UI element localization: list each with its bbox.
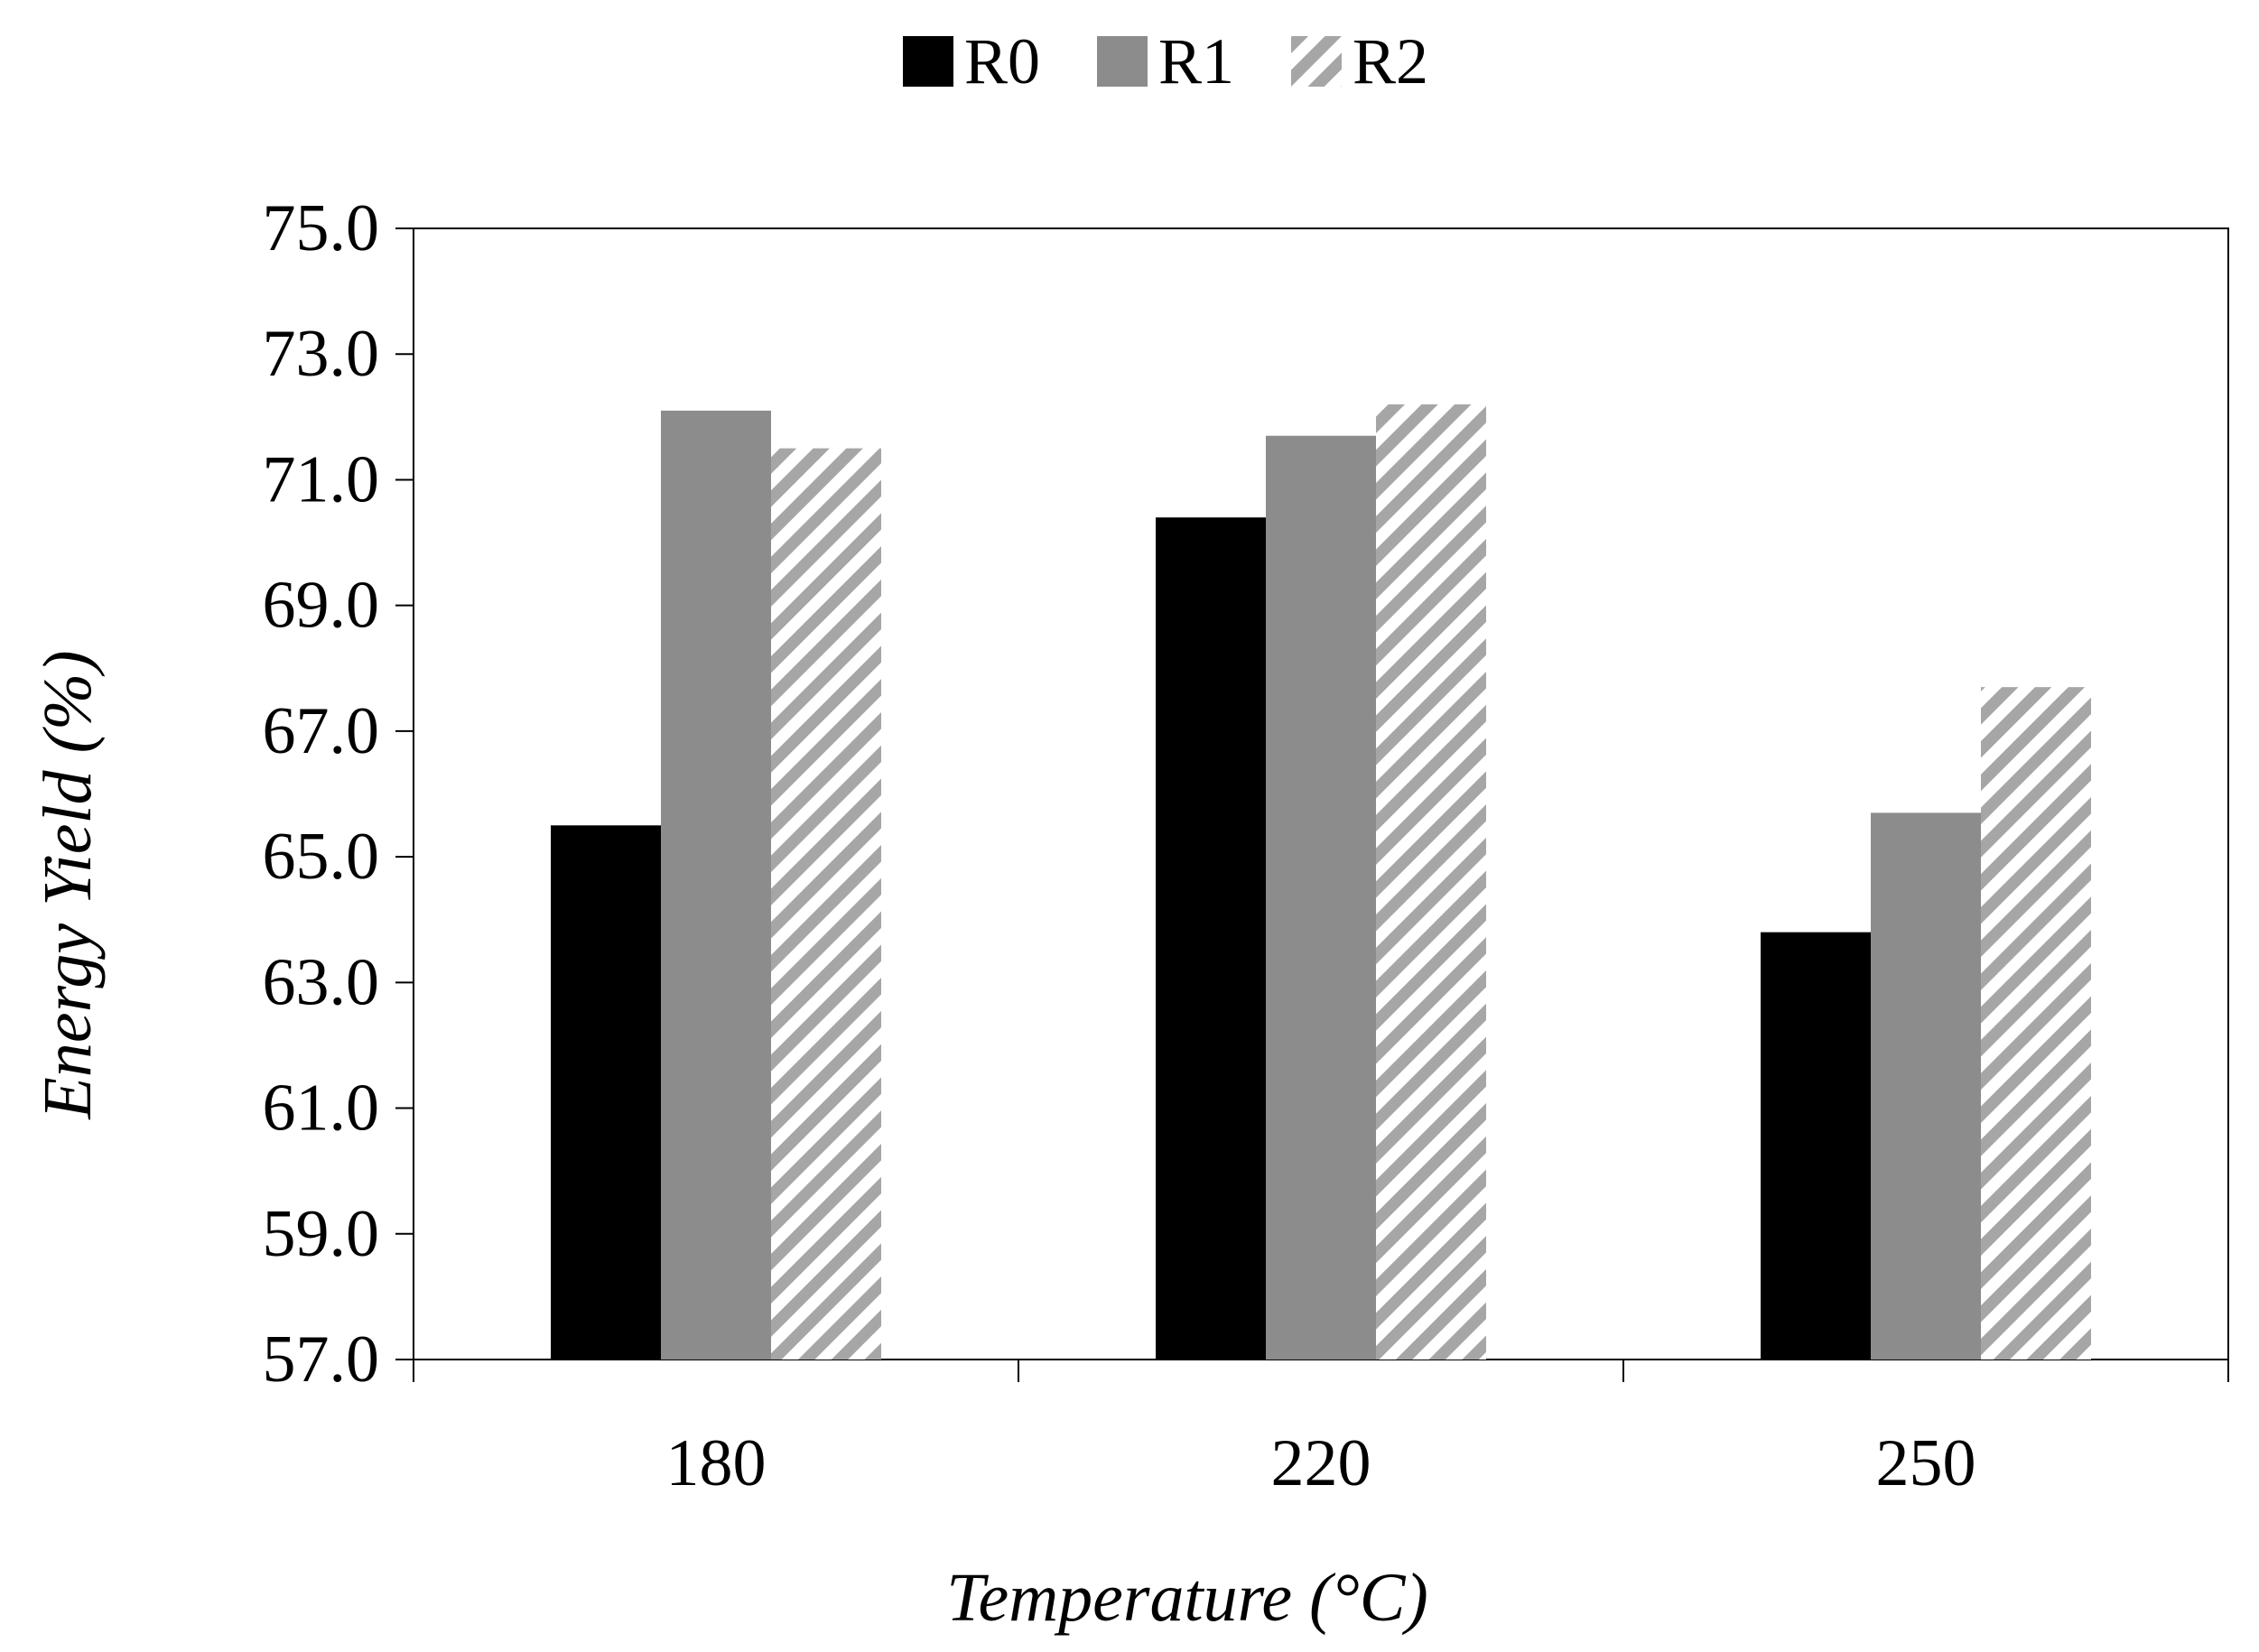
bar-r0-250: [1761, 932, 1871, 1360]
bar-r2-220: [1376, 404, 1486, 1360]
y-tick-label: 71.0: [263, 442, 380, 516]
y-tick-label: 63.0: [263, 945, 380, 1019]
bar-r1-250: [1871, 812, 1981, 1360]
bars: [551, 404, 2091, 1360]
bar-r0-220: [1156, 517, 1266, 1360]
x-axis: 180 220 250: [413, 1360, 2229, 1500]
y-tick-label: 75.0: [263, 191, 380, 265]
bar-r1-180: [661, 410, 771, 1360]
y-axis: 57.0 59.0 61.0 63.0 65.0 67.0 69.0 71.0 73.0 75.0: [263, 191, 414, 1397]
bar-r2-180: [771, 448, 881, 1360]
x-tick-label: 180: [666, 1426, 767, 1500]
x-tick-label: 220: [1271, 1426, 1371, 1500]
legend-label-r1: R1: [1158, 25, 1234, 97]
legend: R0 R1 R2: [903, 25, 1428, 97]
y-tick-label: 61.0: [263, 1072, 380, 1146]
legend-label-r2: R2: [1353, 25, 1428, 97]
y-tick-label: 57.0: [263, 1323, 380, 1397]
y-tick-label: 65.0: [263, 820, 380, 894]
y-tick-label: 73.0: [263, 317, 380, 391]
y-tick-label: 69.0: [263, 569, 380, 643]
legend-swatch-r2: [1291, 36, 1342, 87]
y-tick-label: 67.0: [263, 694, 380, 768]
y-axis-title: Energy Yield (%): [30, 650, 106, 1119]
x-axis-title: Temperature (°C): [946, 1560, 1428, 1636]
legend-swatch-r1: [1097, 36, 1148, 87]
bar-r0-180: [551, 825, 661, 1360]
legend-swatch-r0: [903, 36, 953, 87]
legend-label-r0: R0: [964, 25, 1040, 97]
bar-r2-250: [1981, 687, 2091, 1360]
x-tick-label: 250: [1876, 1426, 1976, 1500]
bar-r1-220: [1266, 435, 1376, 1360]
y-tick-label: 59.0: [263, 1197, 380, 1271]
